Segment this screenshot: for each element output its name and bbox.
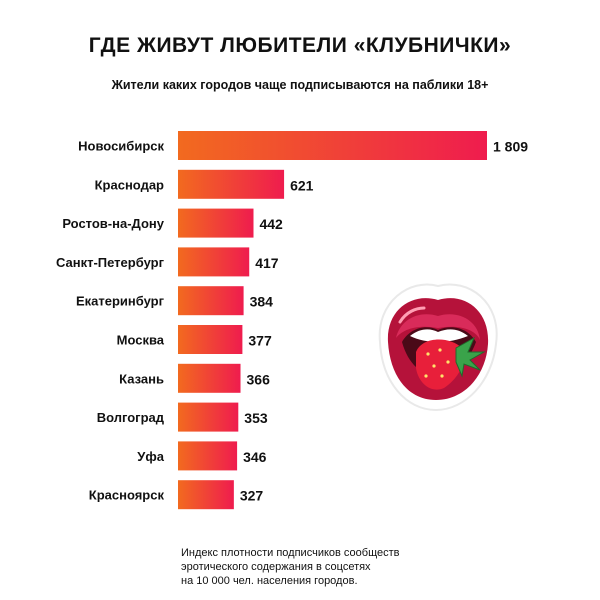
bar [178,208,254,238]
bar [178,480,234,510]
category-label: Красноярск [89,488,165,503]
category-label: Казань [119,371,164,386]
value-label: 621 [290,177,314,193]
bar [178,363,241,393]
bar [178,247,250,277]
category-label: Краснодар [95,177,164,192]
value-label: 377 [248,333,272,349]
value-label: 442 [259,216,283,232]
category-label: Уфа [137,449,164,464]
footnote-line: на 10 000 чел. населения городов. [181,575,358,587]
chart-title: ГДЕ ЖИВУТ ЛЮБИТЕЛИ «КЛУБНИЧКИ» [88,34,512,57]
value-label: 1 809 [493,139,528,155]
bar [178,286,244,316]
value-label: 353 [244,410,268,426]
value-label: 327 [240,488,264,504]
chart-subtitle: Жители каких городов чаще подписываются … [111,78,489,92]
value-label: 366 [247,371,271,387]
category-label: Санкт-Петербург [56,255,165,270]
bar [178,441,238,471]
category-label: Екатеринбург [76,294,165,309]
category-label: Волгоград [97,410,165,425]
lips-strawberry-icon [378,283,498,412]
bar [178,325,243,354]
footnote-line: эротического содержания в соцсетях [181,561,371,573]
category-label: Новосибирск [78,139,164,154]
bar [178,131,487,160]
bar [178,402,239,432]
category-label: Москва [117,333,165,348]
footnote-line: Индекс плотности подписчиков сообществ [181,547,400,559]
value-label: 417 [255,255,279,271]
category-label: Ростов-на-Дону [62,216,164,231]
value-label: 346 [243,449,267,465]
bar [178,169,285,199]
footnote: Индекс плотности подписчиков сообществ э… [181,546,481,588]
value-label: 384 [250,294,274,310]
